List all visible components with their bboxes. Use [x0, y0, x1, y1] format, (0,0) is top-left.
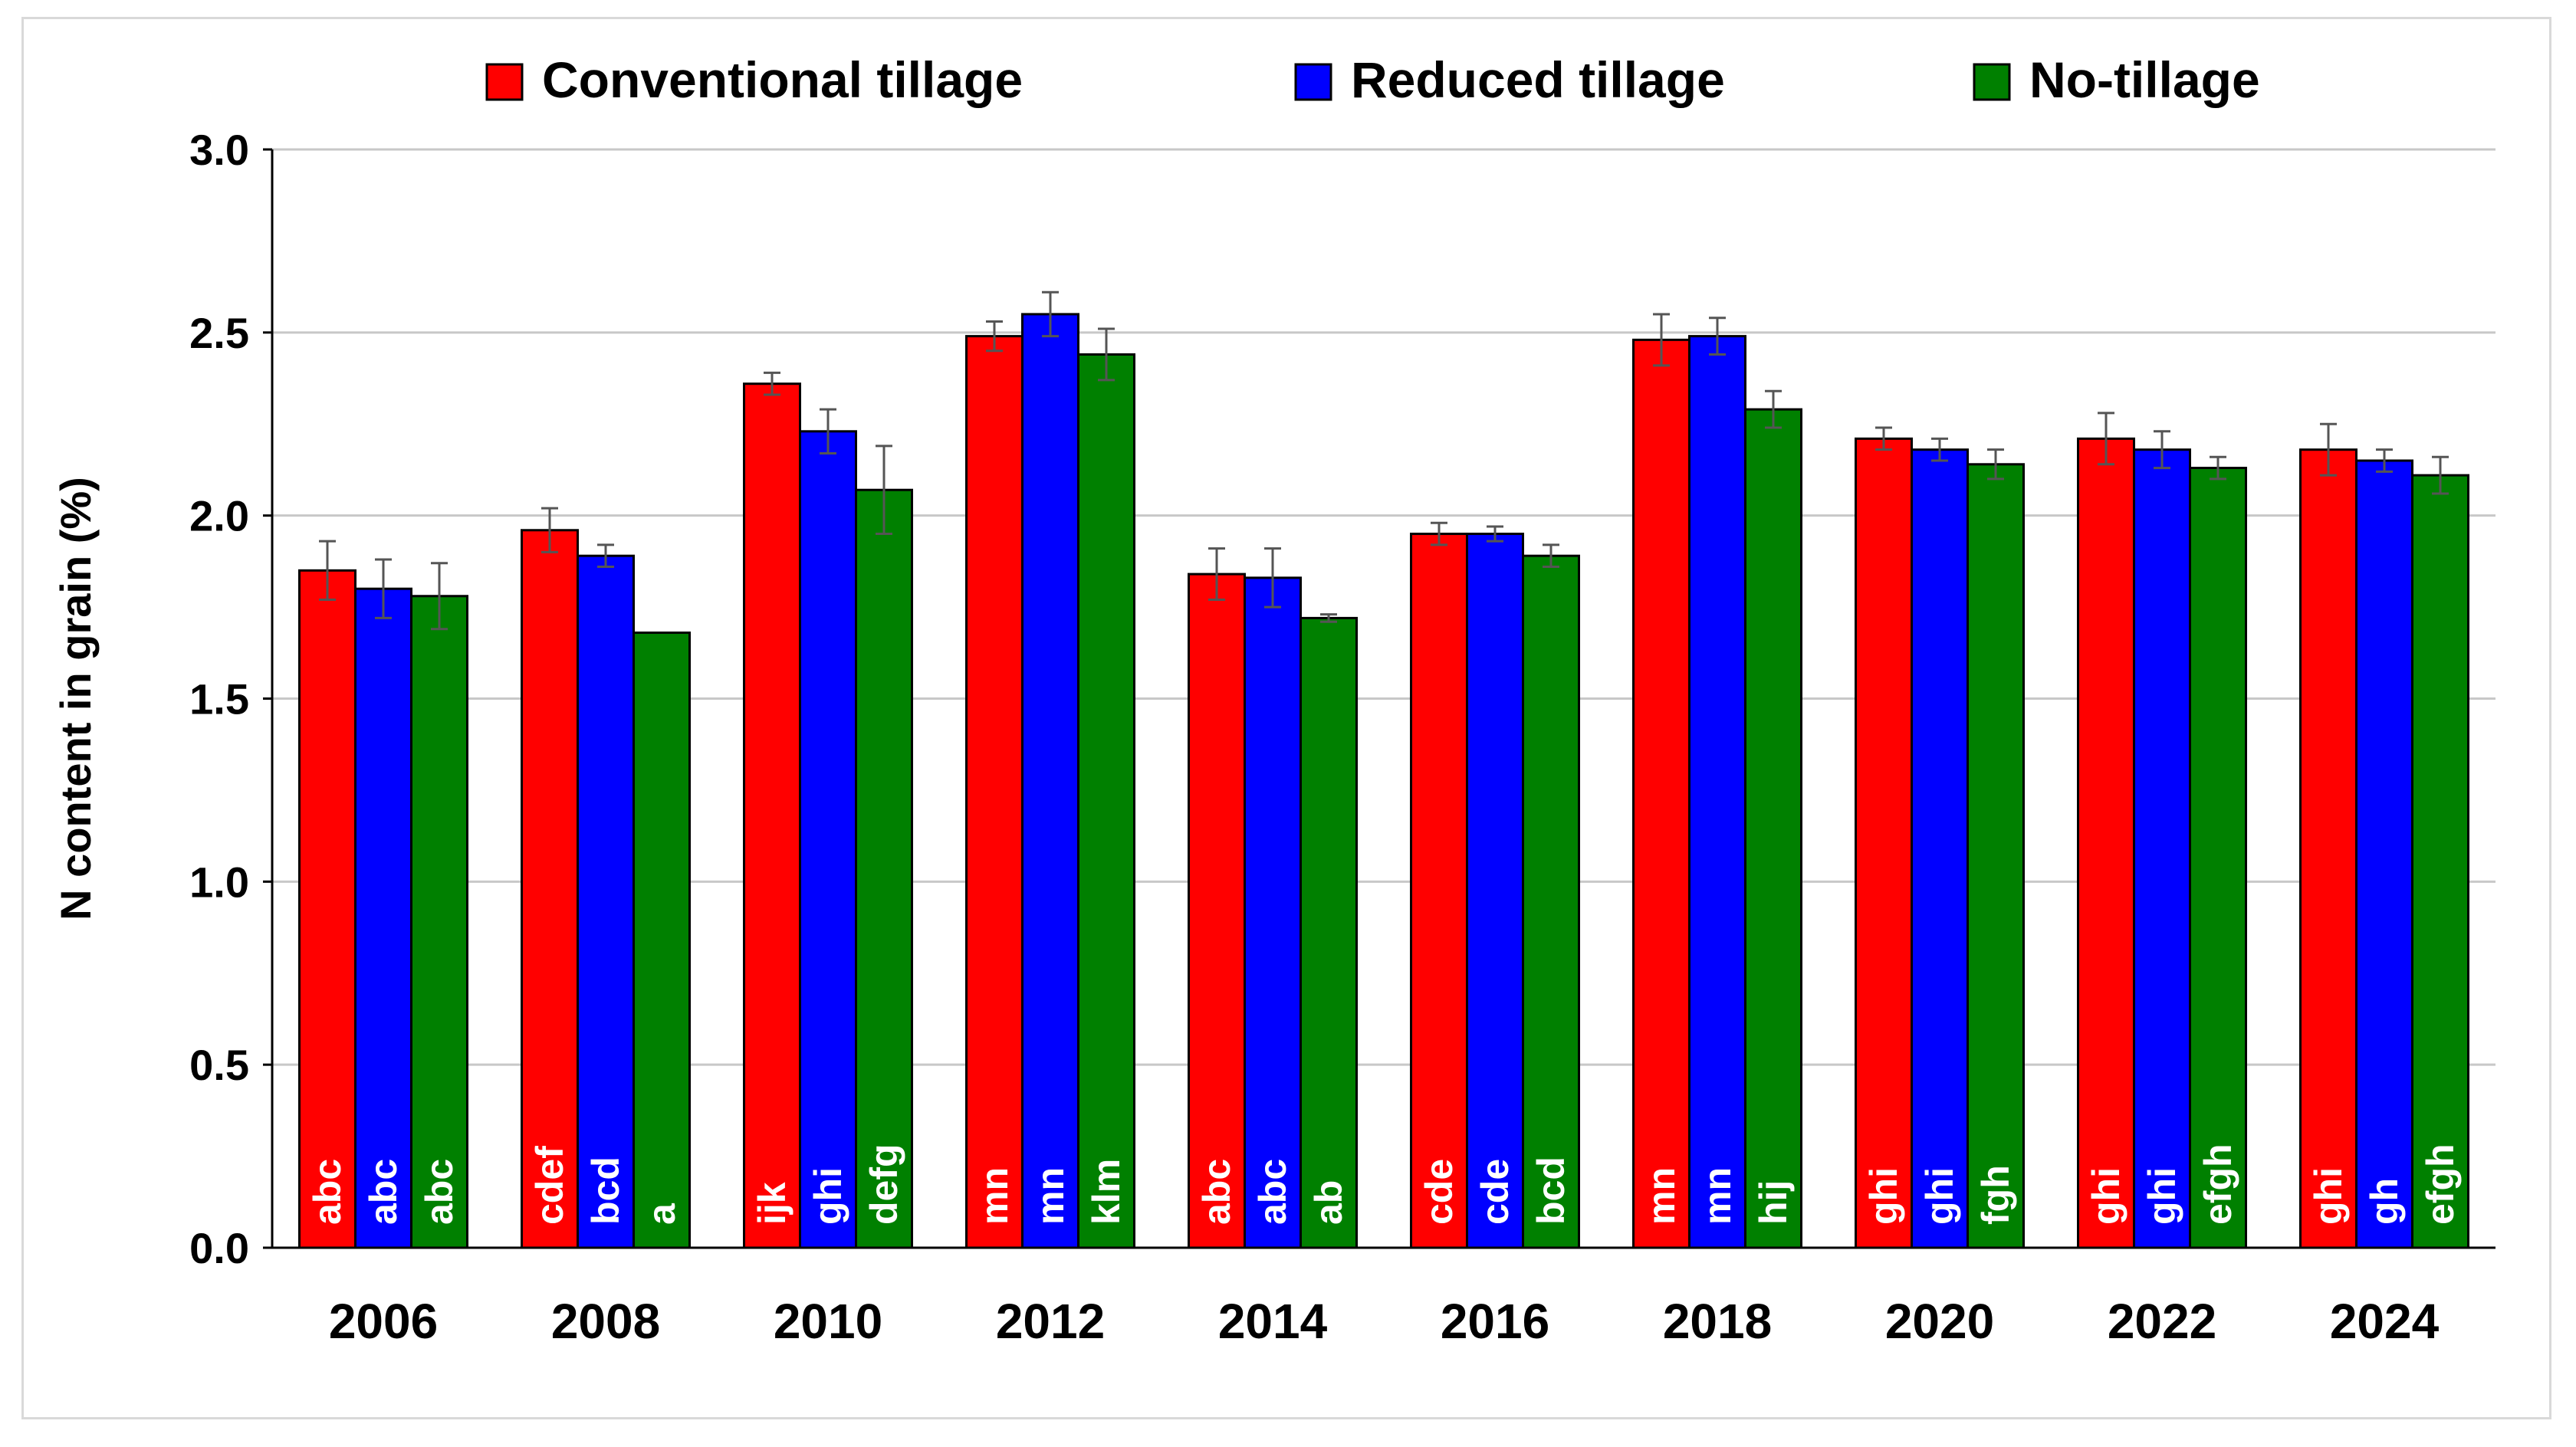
significance-letter: gh [2363, 1178, 2406, 1225]
bar [855, 488, 913, 1249]
x-tick-label: 2024 [2330, 1294, 2440, 1349]
x-tick-label: 2018 [1663, 1294, 1772, 1349]
bar [577, 554, 635, 1249]
significance-letter: abc [362, 1159, 405, 1225]
x-tick-label: 2006 [329, 1294, 438, 1349]
bar [521, 529, 579, 1249]
bar [1077, 353, 1135, 1249]
significance-letter: a [640, 1203, 683, 1225]
significance-letter: efgh [2419, 1143, 2462, 1225]
significance-letter: mn [1696, 1167, 1739, 1225]
significance-letter: bcd [584, 1157, 627, 1225]
bar [1300, 616, 1358, 1249]
legend: Conventional tillage Reduced tillage No-ti… [485, 51, 2260, 108]
significance-letter: ijk [751, 1182, 794, 1225]
x-tick-label: 2008 [551, 1294, 660, 1349]
significance-letter: ghi [1918, 1167, 1961, 1225]
y-tick-label: 0.0 [189, 1224, 249, 1272]
significance-letter: cdef [528, 1146, 571, 1225]
y-tick-label: 1.5 [189, 675, 249, 724]
bar [1021, 313, 1079, 1249]
y-axis-title: N content in grain (%) [51, 477, 100, 920]
bar [632, 632, 691, 1249]
significance-letter: mn [1640, 1167, 1683, 1225]
x-tick-label: 2020 [1885, 1294, 1994, 1349]
significance-letter: cde [1474, 1159, 1516, 1225]
bar [2355, 459, 2413, 1249]
significance-letter: efgh [2196, 1143, 2239, 1225]
significance-letter: abc [418, 1159, 461, 1225]
significance-letter: fgh [1974, 1165, 2017, 1225]
y-tick-label: 3.0 [189, 126, 249, 174]
y-tick-label: 2.5 [189, 309, 249, 357]
significance-letter: ghi [2307, 1167, 2350, 1225]
significance-letter: ab [1307, 1180, 1350, 1225]
bar [2133, 448, 2191, 1249]
x-tick-label: 2022 [2108, 1294, 2216, 1349]
bar [1522, 554, 1580, 1249]
bars: abc abc abc cdef bcd a ijk ghi defg mn mn klm abc abc… [298, 290, 2469, 1249]
significance-letter: abc [1195, 1159, 1238, 1225]
y-tick-labels: 0.0 0.5 1.0 1.5 2.0 2.5 3.0 [189, 126, 272, 1272]
significance-letter: cde [1418, 1159, 1460, 1225]
bar [1911, 448, 1969, 1249]
significance-letter: abc [1251, 1159, 1294, 1225]
x-tick-labels: 2006 2008 2010 2012 2014 2016 2018 2020 2022 2024 [329, 1294, 2440, 1349]
bar [1744, 408, 1802, 1249]
bar [298, 569, 356, 1249]
bar [1244, 576, 1302, 1249]
y-tick-label: 2.0 [189, 492, 249, 540]
significance-letter: klm [1085, 1159, 1128, 1225]
x-tick-label: 2012 [996, 1294, 1105, 1349]
legend-label: Conventional tillage [542, 51, 1023, 108]
bar [1410, 533, 1468, 1249]
significance-letter: defg [863, 1143, 905, 1225]
legend-label: Reduced tillage [1351, 51, 1725, 108]
bar [1855, 437, 1913, 1249]
significance-letter: ghi [2085, 1167, 2128, 1225]
significance-letter: ghi [1862, 1167, 1905, 1225]
significance-letter: ghi [2141, 1167, 2183, 1225]
bar [1466, 533, 1524, 1249]
y-tick-label: 0.5 [189, 1041, 249, 1089]
bar [2299, 448, 2358, 1249]
significance-letter: mn [973, 1167, 1016, 1225]
significance-letter: hij [1752, 1180, 1795, 1225]
legend-swatch [485, 63, 524, 101]
significance-letter: bcd [1530, 1157, 1572, 1225]
bar [354, 587, 412, 1249]
legend-label: No-tillage [2029, 51, 2260, 108]
x-tick-label: 2010 [774, 1294, 882, 1349]
y-tick-label: 1.0 [189, 858, 249, 906]
significance-letter: abc [306, 1159, 349, 1225]
bar [2189, 467, 2247, 1249]
bar [743, 382, 801, 1249]
bar [1688, 335, 1746, 1249]
bar [965, 335, 1024, 1249]
bar [1967, 463, 2025, 1249]
bar [1632, 338, 1691, 1249]
legend-swatch [1294, 63, 1332, 101]
x-tick-label: 2016 [1441, 1294, 1549, 1349]
bar [799, 430, 857, 1249]
bar [1188, 573, 1246, 1249]
significance-letter: ghi [807, 1167, 849, 1225]
x-tick-label: 2014 [1218, 1294, 1328, 1349]
bar [410, 595, 468, 1249]
significance-letter: mn [1029, 1167, 1072, 1225]
bar [2411, 474, 2469, 1249]
legend-swatch [1973, 63, 2011, 101]
bar [2077, 437, 2135, 1249]
